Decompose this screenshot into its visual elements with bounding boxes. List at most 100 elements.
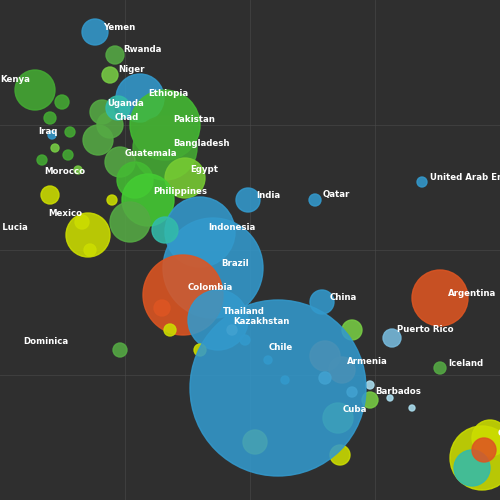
- Text: Ethiopia: Ethiopia: [148, 88, 188, 98]
- Circle shape: [66, 213, 110, 257]
- Circle shape: [90, 100, 114, 124]
- Circle shape: [454, 450, 490, 486]
- Text: Brazil: Brazil: [221, 258, 248, 268]
- Circle shape: [15, 70, 55, 110]
- Circle shape: [163, 218, 263, 318]
- Text: United Arab Emi: United Arab Emi: [430, 172, 500, 182]
- Circle shape: [387, 395, 393, 401]
- Circle shape: [55, 95, 69, 109]
- Circle shape: [116, 74, 164, 122]
- Circle shape: [122, 174, 174, 226]
- Text: Rwanda: Rwanda: [123, 46, 162, 54]
- Circle shape: [227, 325, 237, 335]
- Circle shape: [117, 162, 153, 198]
- Circle shape: [107, 195, 117, 205]
- Text: Mexico: Mexico: [48, 210, 82, 218]
- Text: Philippines: Philippines: [153, 188, 207, 196]
- Circle shape: [65, 127, 75, 137]
- Circle shape: [434, 362, 446, 374]
- Circle shape: [165, 158, 205, 198]
- Circle shape: [83, 125, 113, 155]
- Circle shape: [84, 244, 96, 256]
- Text: Chile: Chile: [269, 344, 293, 352]
- Text: Colombia: Colombia: [188, 282, 233, 292]
- Text: Barbados: Barbados: [375, 388, 421, 396]
- Text: Armenia: Armenia: [347, 358, 388, 366]
- Circle shape: [130, 90, 200, 160]
- Circle shape: [240, 335, 250, 345]
- Text: Yemen: Yemen: [103, 22, 135, 32]
- Circle shape: [330, 445, 350, 465]
- Circle shape: [110, 202, 150, 242]
- Text: India: India: [256, 190, 280, 200]
- Text: Indonesia: Indonesia: [208, 222, 256, 232]
- Text: Egypt: Egypt: [190, 166, 218, 174]
- Circle shape: [51, 144, 59, 152]
- Circle shape: [74, 166, 82, 174]
- Circle shape: [409, 405, 415, 411]
- Text: Bangladesh: Bangladesh: [173, 138, 230, 147]
- Circle shape: [75, 215, 89, 229]
- Text: Chad: Chad: [115, 112, 139, 122]
- Circle shape: [236, 188, 260, 212]
- Text: Guatemala: Guatemala: [125, 150, 178, 158]
- Circle shape: [37, 155, 47, 165]
- Text: Cuba: Cuba: [343, 406, 367, 414]
- Circle shape: [362, 392, 378, 408]
- Circle shape: [48, 131, 56, 139]
- Circle shape: [412, 270, 468, 326]
- Circle shape: [106, 46, 124, 64]
- Text: Iraq: Iraq: [38, 128, 58, 136]
- Circle shape: [188, 290, 248, 350]
- Circle shape: [310, 290, 334, 314]
- Circle shape: [106, 96, 130, 120]
- Circle shape: [472, 438, 496, 462]
- Text: Kenya: Kenya: [0, 76, 30, 84]
- Text: Puerto Rico: Puerto Rico: [397, 326, 454, 334]
- Circle shape: [347, 387, 357, 397]
- Text: Thailand: Thailand: [223, 308, 265, 316]
- Circle shape: [143, 255, 223, 335]
- Circle shape: [164, 324, 176, 336]
- Circle shape: [41, 186, 59, 204]
- Circle shape: [450, 426, 500, 490]
- Circle shape: [264, 356, 272, 364]
- Text: Kazakhstan: Kazakhstan: [234, 318, 290, 326]
- Text: Dominica: Dominica: [23, 338, 68, 346]
- Circle shape: [417, 177, 427, 187]
- Circle shape: [194, 344, 206, 356]
- Circle shape: [329, 357, 355, 383]
- Circle shape: [190, 300, 366, 476]
- Circle shape: [154, 300, 170, 316]
- Text: China: China: [330, 292, 357, 302]
- Circle shape: [323, 403, 353, 433]
- Text: Uganda: Uganda: [107, 100, 144, 108]
- Circle shape: [102, 67, 118, 83]
- Circle shape: [133, 116, 197, 180]
- Text: Argentina: Argentina: [448, 288, 496, 298]
- Circle shape: [113, 343, 127, 357]
- Circle shape: [63, 150, 73, 160]
- Circle shape: [472, 420, 500, 456]
- Text: Saint Lucia: Saint Lucia: [0, 222, 28, 232]
- Circle shape: [342, 320, 362, 340]
- Circle shape: [243, 430, 267, 454]
- Text: Morocco: Morocco: [44, 168, 85, 176]
- Circle shape: [309, 194, 321, 206]
- Circle shape: [383, 329, 401, 347]
- Circle shape: [366, 381, 374, 389]
- Text: Ge: Ge: [498, 428, 500, 438]
- Text: Qatar: Qatar: [323, 190, 350, 200]
- Circle shape: [152, 217, 178, 243]
- Text: Niger: Niger: [118, 66, 144, 74]
- Circle shape: [44, 112, 56, 124]
- Text: Iceland: Iceland: [448, 358, 483, 368]
- Text: Pakistan: Pakistan: [173, 116, 215, 124]
- Circle shape: [319, 372, 331, 384]
- Circle shape: [165, 197, 235, 267]
- Circle shape: [105, 147, 135, 177]
- Circle shape: [82, 19, 108, 45]
- Circle shape: [281, 376, 289, 384]
- Circle shape: [310, 341, 340, 371]
- Circle shape: [97, 112, 123, 138]
